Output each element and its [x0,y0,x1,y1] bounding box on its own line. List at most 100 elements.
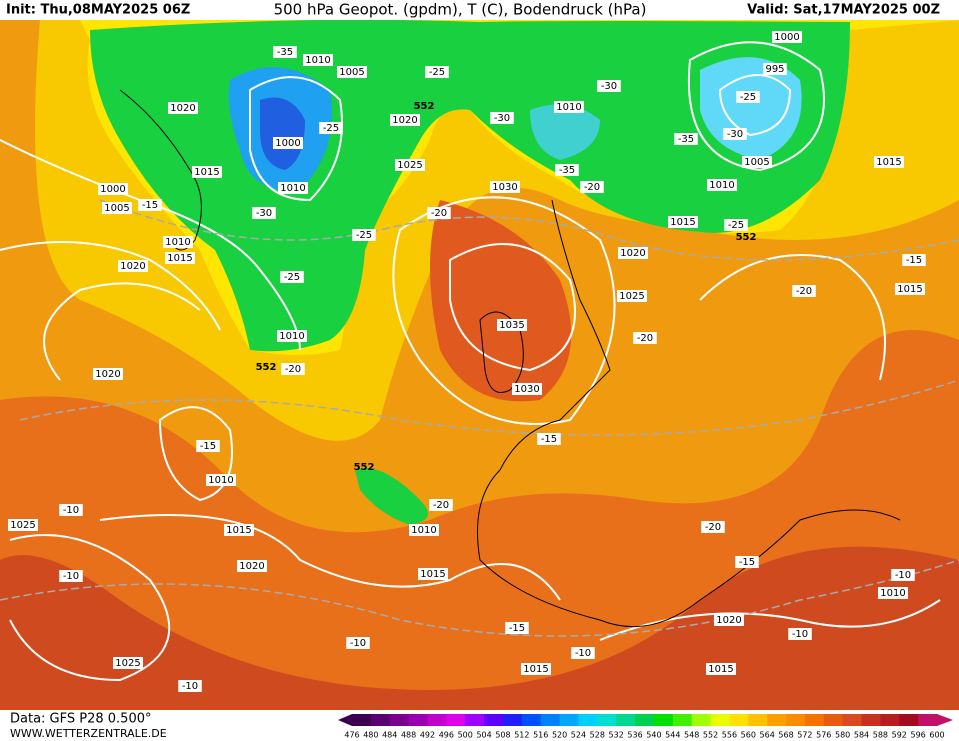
scale-label: 584 [854,731,869,740]
temperature-label: -20 [433,500,449,511]
header-bar [0,0,959,20]
pressure-label-box [617,290,647,302]
pressure-label: 1010 [556,102,581,113]
isobar [43,282,201,381]
scale-label: 488 [401,731,416,740]
temperature-label-box [273,46,297,58]
scale-swatch [880,714,900,726]
scale-swatch [786,714,806,726]
scale-swatch [899,714,919,726]
pressure-label: 1025 [115,658,140,669]
temperature-label-box [490,112,514,124]
temperature-label: -25 [356,230,372,241]
scale-label: 480 [363,731,378,740]
scale-label: 500 [458,731,473,740]
scale-swatch [767,714,787,726]
scale-label: 552 [703,731,718,740]
scale-label: 504 [476,731,491,740]
temperature-label-box [724,219,748,231]
temperature-label-box [674,133,698,145]
pressure-label: 1015 [523,664,548,675]
temperature-label: -30 [727,129,743,140]
pressure-label: 1000 [275,138,300,149]
pressure-label-box [8,519,38,531]
scale-label: 588 [873,731,888,740]
pressure-label: 1020 [620,248,645,259]
pressure-label: 1020 [170,103,195,114]
scale-label: 484 [382,731,397,740]
scale-label: 512 [514,731,529,740]
pressure-label: 1015 [876,157,901,168]
pressure-label-box [874,156,904,168]
scale-swatch [352,714,372,726]
pressure-label: 1010 [880,588,905,599]
pressure-label: 1010 [165,237,190,248]
temperature-label: -25 [429,67,445,78]
pressure-label-box [337,66,367,78]
temperature-label-box [792,285,816,297]
scale-label: 560 [741,731,756,740]
pressure-label: 1000 [100,184,125,195]
pressure-label: 1010 [208,475,233,486]
pressure-label-box [490,181,520,193]
temperature-label-box [505,622,529,634]
scale-swatch [465,714,485,726]
scale-label: 520 [552,731,567,740]
temperature-label: -25 [740,92,756,103]
temperature-label: -25 [284,272,300,283]
pressure-label-box [273,137,303,149]
scale-swatch [370,714,391,726]
scale-label: 476 [344,731,359,740]
isobar [449,243,576,372]
pressure-label: 1020 [716,615,741,626]
pressure-label-box [98,183,128,195]
pressure-label: 1030 [514,384,539,395]
low-core-west [260,97,305,170]
pressure-label: 1015 [167,253,192,264]
pressure-label-box [512,383,542,395]
isobar [9,534,171,682]
pressure-label-box [895,283,925,295]
temperature-label: -20 [431,208,447,219]
init-text: Init: Thu,08MAY2025 06Z [6,3,190,18]
pressure-label-box [497,319,527,331]
scale-label: 524 [571,731,586,740]
scale-swatch [691,714,712,726]
isotherm [19,379,959,436]
temperature-label-box [735,556,759,568]
isotherm [0,559,959,637]
map-labels: 1010 1005 1020 1000 1015 1010 1000 1005 1010 1015… [8,31,926,692]
pressure-label: 1020 [120,261,145,272]
isobar [0,241,221,331]
scale-swatch [559,714,579,726]
scale-swatch [672,714,693,726]
scale-swatch [427,714,447,726]
pressure-label: 1015 [226,525,251,536]
height-label: 552 [736,232,757,243]
isobar [249,76,343,202]
pressure-label: 1020 [239,561,264,572]
temperature-label: -20 [285,364,301,375]
scale-swatch [653,714,674,726]
isobar [687,41,825,172]
pressure-label-box [277,330,307,342]
valid-text: Valid: Sat,17MAY2025 00Z [747,3,940,18]
temperature-label-box [736,91,760,103]
temperature-label-box [280,271,304,283]
temperature-label: -10 [895,570,911,581]
scale-swatch [484,714,504,726]
pressure-label-box [742,156,772,168]
pressure-label-box [521,663,551,675]
isobar [392,196,616,425]
scale-label: 564 [760,731,775,740]
pressure-label-box [763,63,787,75]
pressure-label-box [409,524,439,536]
pressure-label-box [168,102,198,114]
scale-swatch [389,714,410,726]
pressure-label-box [206,474,236,486]
temperature-label: -35 [559,165,575,176]
coastline [119,89,202,251]
pressure-label-box [278,182,308,194]
scale-label: 528 [590,731,605,740]
